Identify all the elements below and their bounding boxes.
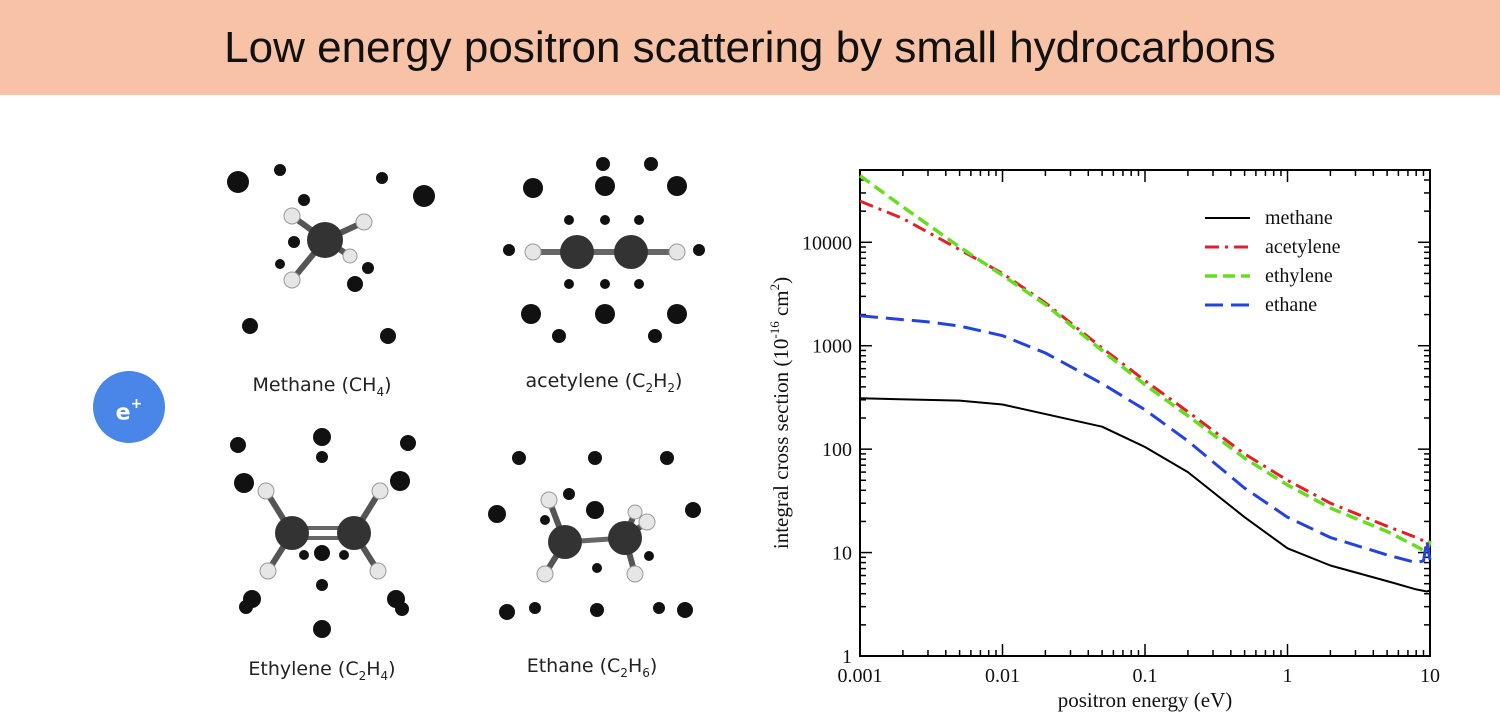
acetylene-name: acetylene [525,370,619,392]
methane-label: Methane (CH4) [252,374,392,399]
y-tick-label: 10000 [802,232,852,254]
acetylene-label: acetylene (C2H2) [525,370,683,395]
acetylene-molecule-image [503,157,705,343]
page-title: Low energy positron scattering by small … [224,23,1276,72]
y-tick-label: 100 [822,439,852,461]
formula-part: 2 [358,668,367,683]
y-axis-title-main: integral cross section (10 [769,339,793,550]
formula-part: 2 [645,380,654,395]
ethane-name: Ethane [526,655,594,677]
formula-part: 6 [642,665,650,680]
legend-label-ethane: ethane [1265,294,1317,316]
y-axis-title-close: ) [769,277,793,284]
ethylene-molecule-image [230,428,416,638]
ethylene-label: Ethylene (C2H4) [248,658,396,683]
x-tick-label: 10 [1420,665,1440,687]
formula-part: 4 [376,384,385,399]
ethane-molecule-image [488,451,701,620]
series-lines [858,174,1432,593]
cross-section-chart: 0.001 0.01 0.1 1 10 1 10 100 1000 10000 methane a… [767,169,1441,712]
formula-part: CH [348,374,377,396]
series-line-ethylene [858,174,1432,555]
positron-label: e [115,400,131,426]
formula: CH4 [348,374,385,399]
formula-part: H [366,658,381,680]
formula-part: C [632,370,646,392]
y-tick-label: 1000 [812,336,852,358]
y-axis-title-exp1: -16 [767,321,782,339]
series-line-acetylene [859,199,1432,550]
series-line-ethane [859,314,1432,565]
x-tick-label: 0.1 [1133,665,1158,687]
x-tick-label: 0.001 [838,665,883,687]
formula-part: 4 [380,668,389,683]
formula-part: C [607,655,621,677]
formula-part: H [627,655,643,677]
formula: C2H2 [632,370,676,395]
title-banner: Low energy positron scattering by small … [0,0,1500,95]
y-tick-label: 1 [842,646,852,668]
legend-label-acetylene: acetylene [1265,236,1341,258]
methane-molecule-image [227,164,435,344]
x-tick-labels: 0.001 0.01 0.1 1 10 [838,665,1441,687]
legend-label-ethylene: ethylene [1265,265,1333,287]
formula-part: 2 [620,665,628,680]
legend-label-methane: methane [1265,207,1333,229]
formula: C2H6 [607,655,650,680]
axis-ticks [859,169,1430,657]
y-axis-title-unit: cm [769,290,793,321]
formula-part: 2 [667,380,676,395]
positron-icon: e+ [93,371,165,443]
y-axis-title-exp2: 2 [767,284,782,291]
methane-name: Methane [252,374,336,396]
y-tick-label: 10 [832,543,852,565]
series-line-methane [859,397,1431,593]
formula: C2H4 [345,658,389,683]
legend: methane acetylene ethylene ethane [1205,207,1341,316]
ethylene-name: Ethylene [248,658,332,680]
formula-part: H [653,370,668,392]
y-axis-title: integral cross section (10-16 cm2) [767,277,793,549]
ethane-label: Ethane (C2H6) [526,655,658,680]
x-tick-label: 0.01 [985,665,1020,687]
formula-part: C [345,658,359,680]
y-tick-labels: 1 10 100 1000 10000 [802,232,852,668]
x-tick-label: 1 [1283,665,1293,687]
positron-charge: + [130,396,143,412]
x-axis-title: positron energy (eV) [1058,688,1233,712]
